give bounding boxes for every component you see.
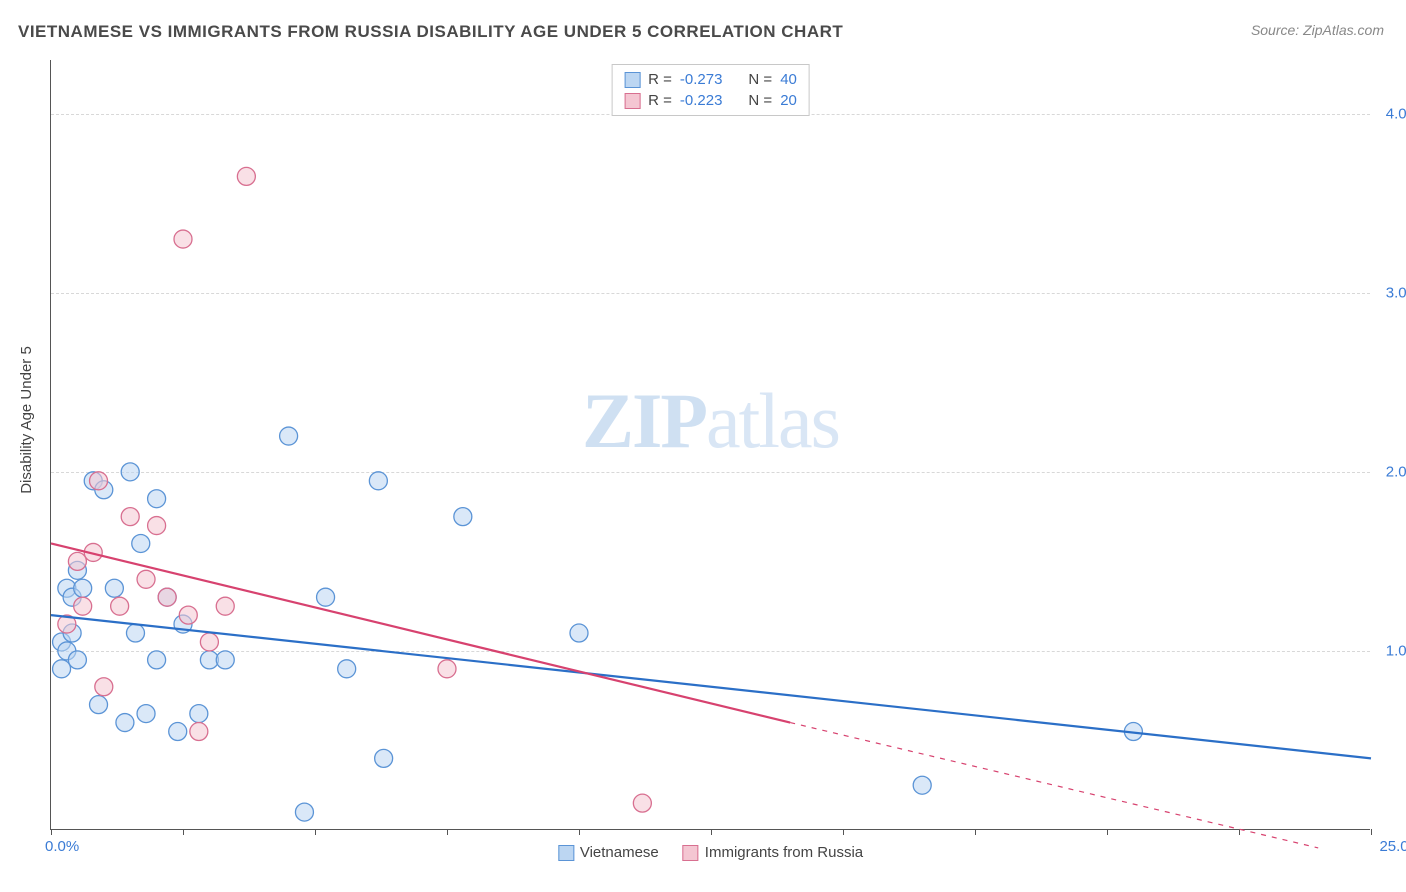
x-tick: [315, 829, 316, 835]
source-attribution: Source: ZipAtlas.com: [1251, 22, 1384, 38]
data-point: [295, 803, 313, 821]
y-axis-label: Disability Age Under 5: [18, 346, 35, 494]
x-min-label: 0.0%: [45, 838, 79, 855]
n-value-0: 40: [780, 71, 797, 88]
swatch-series-0: [624, 72, 640, 88]
data-point: [121, 508, 139, 526]
x-tick: [975, 829, 976, 835]
x-tick: [51, 829, 52, 835]
data-point: [169, 723, 187, 741]
y-tick-label: 2.0%: [1376, 463, 1406, 480]
data-point: [132, 534, 150, 552]
data-point: [148, 490, 166, 508]
legend-row-series-0: R = -0.273 N = 40: [624, 69, 797, 90]
data-point: [148, 651, 166, 669]
legend-item-1: Immigrants from Russia: [683, 844, 863, 861]
data-point: [216, 651, 234, 669]
data-point: [237, 167, 255, 185]
data-point: [148, 517, 166, 535]
series-legend: Vietnamese Immigrants from Russia: [558, 844, 863, 861]
r-value-1: -0.223: [680, 92, 723, 109]
y-tick-label: 3.0%: [1376, 284, 1406, 301]
trend-line: [51, 615, 1371, 758]
x-tick: [447, 829, 448, 835]
data-point: [216, 597, 234, 615]
legend-row-series-1: R = -0.223 N = 20: [624, 90, 797, 111]
x-tick: [579, 829, 580, 835]
x-tick: [843, 829, 844, 835]
data-point: [116, 714, 134, 732]
data-point: [338, 660, 356, 678]
data-point: [126, 624, 144, 642]
x-tick: [1107, 829, 1108, 835]
x-tick: [711, 829, 712, 835]
n-label-0: N =: [748, 71, 772, 88]
data-point: [74, 597, 92, 615]
y-tick-label: 4.0%: [1376, 105, 1406, 122]
data-point: [454, 508, 472, 526]
data-point: [121, 463, 139, 481]
legend-label-1: Immigrants from Russia: [705, 844, 863, 861]
n-label-1: N =: [748, 92, 772, 109]
correlation-legend: R = -0.273 N = 40 R = -0.223 N = 20: [611, 64, 810, 116]
data-point: [137, 705, 155, 723]
x-tick: [183, 829, 184, 835]
data-point: [438, 660, 456, 678]
y-tick-label: 1.0%: [1376, 642, 1406, 659]
swatch-series-1: [624, 93, 640, 109]
r-label-1: R =: [648, 92, 672, 109]
data-point: [158, 588, 176, 606]
data-point: [174, 230, 192, 248]
r-value-0: -0.273: [680, 71, 723, 88]
legend-label-0: Vietnamese: [580, 844, 659, 861]
data-point: [190, 723, 208, 741]
data-point: [53, 660, 71, 678]
data-point: [95, 678, 113, 696]
data-point: [137, 570, 155, 588]
swatch-bottom-1: [683, 845, 699, 861]
data-point: [179, 606, 197, 624]
data-point: [68, 651, 86, 669]
data-point: [105, 579, 123, 597]
data-point: [570, 624, 588, 642]
scatter-svg: [51, 60, 1370, 829]
data-point: [111, 597, 129, 615]
plot-area: ZIPatlas 1.0%2.0%3.0%4.0% 0.0% 25.0% R =…: [50, 60, 1370, 830]
data-point: [369, 472, 387, 490]
chart-title: VIETNAMESE VS IMMIGRANTS FROM RUSSIA DIS…: [18, 22, 843, 42]
swatch-bottom-0: [558, 845, 574, 861]
data-point: [90, 472, 108, 490]
data-point: [913, 776, 931, 794]
n-value-1: 20: [780, 92, 797, 109]
data-point: [200, 633, 218, 651]
r-label-0: R =: [648, 71, 672, 88]
chart-container: VIETNAMESE VS IMMIGRANTS FROM RUSSIA DIS…: [0, 0, 1406, 892]
data-point: [90, 696, 108, 714]
legend-item-0: Vietnamese: [558, 844, 659, 861]
data-point: [633, 794, 651, 812]
trend-line: [51, 543, 790, 722]
x-tick: [1371, 829, 1372, 835]
data-point: [74, 579, 92, 597]
data-point: [280, 427, 298, 445]
data-point: [375, 749, 393, 767]
data-point: [190, 705, 208, 723]
x-max-label: 25.0%: [1379, 838, 1406, 855]
data-point: [317, 588, 335, 606]
data-point: [68, 552, 86, 570]
